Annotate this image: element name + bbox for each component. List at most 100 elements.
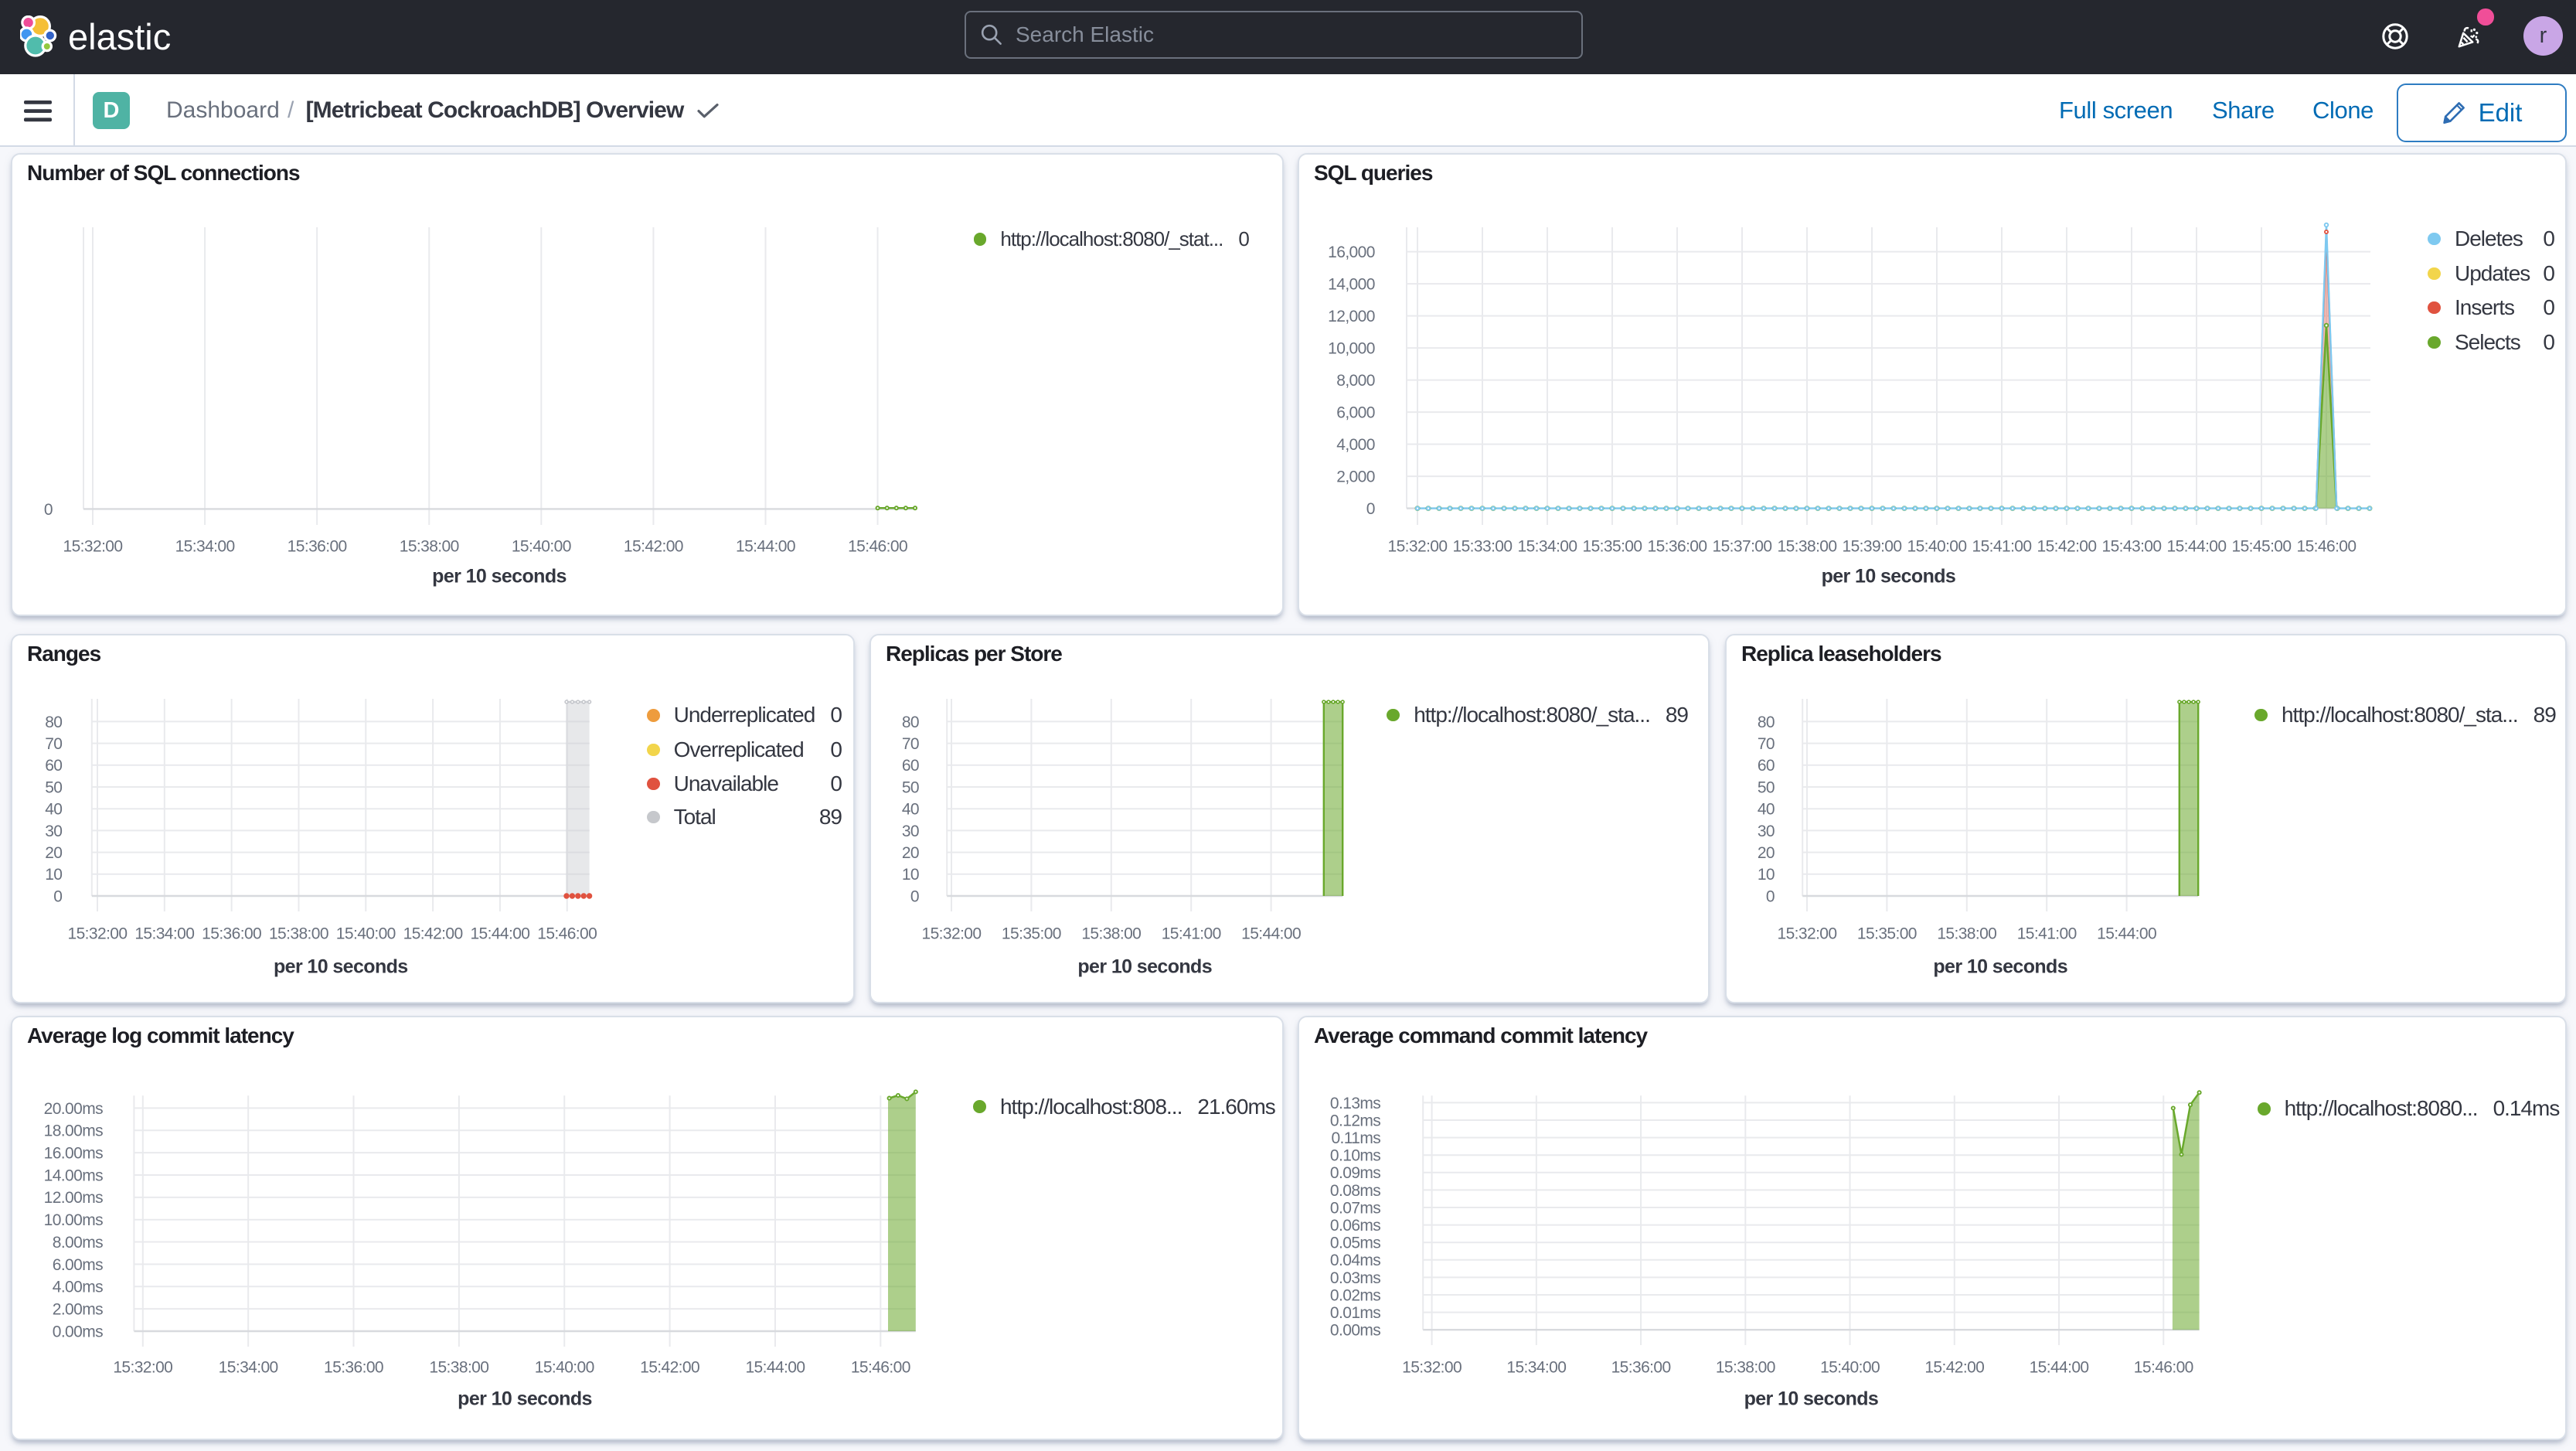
svg-text:15:46:00: 15:46:00 [851,1358,910,1376]
svg-text:10: 10 [902,866,919,884]
svg-text:0.07ms: 0.07ms [1330,1199,1380,1217]
svg-text:60: 60 [45,757,62,775]
svg-text:0.10ms: 0.10ms [1330,1147,1380,1165]
svg-text:15:41:00: 15:41:00 [2017,925,2077,943]
svg-text:15:34:00: 15:34:00 [134,925,194,943]
svg-text:40: 40 [902,801,919,819]
svg-text:15:38:00: 15:38:00 [1778,537,1837,555]
svg-text:60: 60 [902,757,919,775]
svg-text:0.03ms: 0.03ms [1330,1269,1380,1287]
svg-text:15:38:00: 15:38:00 [400,537,459,555]
svg-text:10.00ms: 10.00ms [44,1211,103,1229]
svg-text:per 10 seconds: per 10 seconds [1933,955,2067,977]
svg-text:15:44:00: 15:44:00 [470,925,529,943]
svg-text:30: 30 [902,823,919,840]
svg-text:15:34:00: 15:34:00 [1506,1358,1566,1376]
svg-text:15:44:00: 15:44:00 [736,537,795,555]
svg-text:15:32:00: 15:32:00 [922,925,982,943]
svg-text:15:45:00: 15:45:00 [2232,537,2292,555]
svg-text:15:32:00: 15:32:00 [113,1358,172,1376]
svg-text:0.11ms: 0.11ms [1331,1129,1380,1147]
svg-text:0.04ms: 0.04ms [1330,1252,1380,1269]
svg-text:0.02ms: 0.02ms [1330,1286,1380,1304]
svg-text:15:44:00: 15:44:00 [745,1358,805,1376]
svg-text:15:34:00: 15:34:00 [175,537,235,555]
svg-text:15:37:00: 15:37:00 [1713,537,1772,555]
svg-text:15:42:00: 15:42:00 [2037,537,2097,555]
svg-text:0: 0 [1366,500,1375,518]
svg-text:50: 50 [902,778,919,796]
svg-text:80: 80 [1758,714,1775,731]
svg-text:60: 60 [1758,757,1775,775]
svg-text:per 10 seconds: per 10 seconds [458,1388,592,1409]
svg-text:15:36:00: 15:36:00 [202,925,261,943]
svg-text:15:35:00: 15:35:00 [1583,537,1642,555]
svg-text:15:42:00: 15:42:00 [1924,1358,1984,1376]
svg-text:15:36:00: 15:36:00 [324,1358,383,1376]
svg-text:2,000: 2,000 [1336,468,1375,486]
svg-text:8,000: 8,000 [1336,372,1375,390]
svg-text:70: 70 [45,735,62,753]
svg-text:15:38:00: 15:38:00 [429,1358,488,1376]
svg-text:0.09ms: 0.09ms [1330,1164,1380,1182]
svg-text:20: 20 [902,844,919,862]
svg-text:15:44:00: 15:44:00 [2030,1358,2089,1376]
svg-text:50: 50 [45,778,62,796]
svg-text:0.01ms: 0.01ms [1330,1304,1380,1322]
svg-text:15:46:00: 15:46:00 [537,925,597,943]
svg-text:14,000: 14,000 [1328,276,1375,294]
svg-text:0: 0 [910,887,919,905]
svg-text:15:36:00: 15:36:00 [1611,1358,1671,1376]
svg-text:15:40:00: 15:40:00 [1907,537,1967,555]
svg-text:15:39:00: 15:39:00 [1843,537,1902,555]
svg-text:40: 40 [45,801,62,819]
svg-text:20: 20 [45,844,62,862]
svg-text:40: 40 [1758,801,1775,819]
svg-text:70: 70 [1758,735,1775,753]
svg-text:0.13ms: 0.13ms [1330,1095,1380,1112]
svg-text:12,000: 12,000 [1328,308,1375,325]
svg-text:30: 30 [1758,823,1775,840]
svg-text:15:40:00: 15:40:00 [336,925,396,943]
svg-text:15:35:00: 15:35:00 [1002,925,1061,943]
svg-text:per 10 seconds: per 10 seconds [1822,565,1956,587]
svg-text:15:46:00: 15:46:00 [848,537,907,555]
svg-text:20: 20 [1758,844,1775,862]
svg-text:0.08ms: 0.08ms [1330,1182,1380,1200]
svg-text:15:42:00: 15:42:00 [624,537,683,555]
svg-text:6.00ms: 6.00ms [53,1256,103,1274]
svg-text:15:36:00: 15:36:00 [288,537,347,555]
svg-text:15:42:00: 15:42:00 [640,1358,699,1376]
svg-text:16,000: 16,000 [1328,244,1375,261]
svg-text:15:46:00: 15:46:00 [2297,537,2357,555]
svg-text:70: 70 [902,735,919,753]
svg-text:15:40:00: 15:40:00 [535,1358,594,1376]
svg-text:2.00ms: 2.00ms [53,1301,103,1319]
svg-text:80: 80 [45,714,62,731]
svg-text:6,000: 6,000 [1336,404,1375,422]
svg-text:15:38:00: 15:38:00 [1716,1358,1775,1376]
svg-text:10: 10 [45,866,62,884]
svg-text:15:46:00: 15:46:00 [2134,1358,2193,1376]
svg-text:per 10 seconds: per 10 seconds [274,955,408,977]
svg-text:0: 0 [44,501,53,519]
svg-text:15:38:00: 15:38:00 [1937,925,1996,943]
svg-text:15:44:00: 15:44:00 [2097,925,2156,943]
svg-text:15:32:00: 15:32:00 [1402,1358,1462,1376]
svg-text:10,000: 10,000 [1328,340,1375,358]
svg-text:15:41:00: 15:41:00 [1972,537,2032,555]
svg-text:per 10 seconds: per 10 seconds [1077,955,1212,977]
svg-text:0.00ms: 0.00ms [53,1323,103,1340]
svg-text:18.00ms: 18.00ms [44,1122,103,1140]
svg-text:15:33:00: 15:33:00 [1453,537,1513,555]
svg-text:15:42:00: 15:42:00 [403,925,463,943]
svg-text:10: 10 [1758,866,1775,884]
svg-text:80: 80 [902,714,919,731]
svg-text:15:43:00: 15:43:00 [2102,537,2162,555]
svg-text:0.06ms: 0.06ms [1330,1217,1380,1235]
svg-text:15:40:00: 15:40:00 [512,537,571,555]
svg-text:15:44:00: 15:44:00 [1241,925,1301,943]
svg-text:12.00ms: 12.00ms [44,1189,103,1207]
svg-text:0: 0 [53,887,62,905]
svg-text:15:38:00: 15:38:00 [269,925,328,943]
